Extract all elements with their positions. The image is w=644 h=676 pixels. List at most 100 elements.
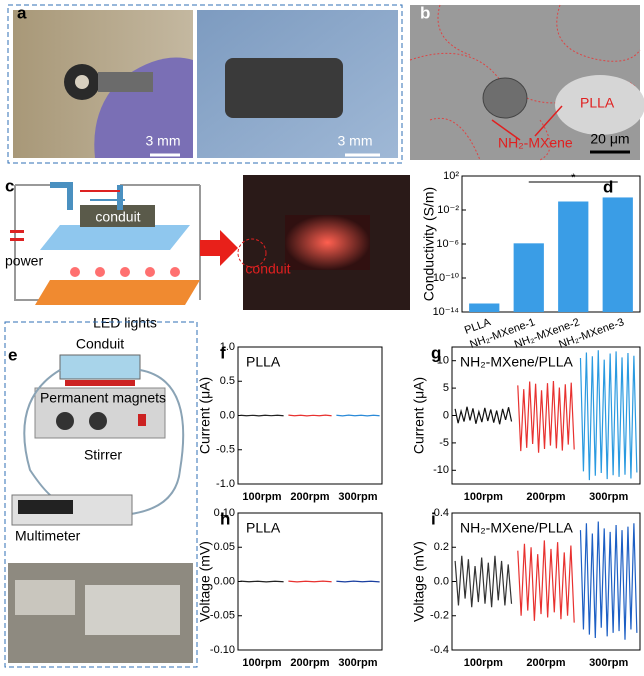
conduit: [225, 58, 343, 118]
bar: [513, 243, 544, 312]
x-tick-label: 200rpm: [526, 657, 565, 669]
signal-line: [288, 414, 332, 417]
magnet: [65, 380, 135, 386]
device: [85, 585, 180, 635]
panel-label: a: [17, 3, 27, 22]
signal-line: [579, 350, 638, 481]
inner-title: PLLA: [246, 520, 281, 536]
panel-frame: [7, 4, 403, 164]
y-tick-label: -0.4: [430, 644, 449, 656]
y-tick-label: 5: [443, 382, 449, 394]
x-tick-label: 300rpm: [338, 657, 377, 669]
knob: [56, 412, 74, 430]
x-tick-label: 300rpm: [338, 491, 377, 503]
switch: [138, 414, 146, 426]
display: [18, 500, 73, 514]
label: conduit: [95, 209, 140, 225]
label: Conduit: [76, 336, 124, 352]
signal-line: [240, 580, 284, 583]
y-tick-label: 0.0: [220, 409, 235, 421]
y-tick-label: 10⁻¹⁴: [433, 306, 460, 318]
arrow: [534, 105, 563, 137]
panel-label: c: [5, 176, 14, 195]
y-tick-label: -0.5: [216, 444, 235, 456]
inner-title: NH₂-MXene/PLLA: [460, 520, 573, 536]
device: [15, 580, 75, 615]
tweezer: [98, 72, 153, 92]
panel-label: e: [8, 345, 17, 364]
y-tick-label: 0.4: [434, 507, 449, 519]
x-tick-label: 300rpm: [589, 657, 628, 669]
bar: [469, 303, 500, 312]
leds: [70, 267, 180, 277]
conduit-lumen: [75, 75, 89, 89]
y-axis-label: Voltage (mV): [411, 541, 427, 622]
annotation: *: [571, 172, 576, 184]
inner-title: PLLA: [246, 354, 281, 370]
arrow: [200, 230, 238, 266]
boundary: [429, 4, 641, 161]
label: NH₂-MXene: [498, 135, 573, 151]
label: Multimeter: [15, 528, 81, 544]
signal-line: [336, 580, 380, 583]
y-tick-label: 10: [437, 355, 449, 367]
x-tick-label: 100rpm: [242, 491, 281, 503]
y-tick-label: 0.05: [214, 541, 235, 553]
x-tick-label: 100rpm: [464, 657, 503, 669]
label: PLLA: [580, 95, 615, 111]
conduit: [80, 205, 155, 227]
conduit: [59, 354, 141, 380]
y-tick-label: -1.0: [216, 478, 235, 490]
y-tick-label: 0.10: [214, 507, 235, 519]
panel-frame: [4, 321, 198, 668]
electrode: [50, 182, 123, 210]
inner-title: NH₂-MXene/PLLA: [460, 354, 573, 370]
battery: [10, 230, 24, 233]
signal-line: [454, 406, 513, 425]
region: [555, 75, 644, 135]
label: conduit: [245, 261, 290, 277]
arrow: [491, 119, 521, 141]
label: LED lights: [93, 315, 157, 331]
y-tick-label: 10⁻⁶: [436, 238, 459, 250]
x-tick-label: 300rpm: [589, 491, 628, 503]
particle: [482, 77, 528, 119]
y-tick-label: 0.00: [214, 575, 235, 587]
led-board: [285, 215, 370, 270]
x-tick-label: 200rpm: [526, 491, 565, 503]
label: Stirrer: [84, 447, 122, 463]
highlight: [237, 238, 267, 268]
y-axis-label: Current (μA): [197, 377, 213, 454]
panel-label: i: [431, 509, 436, 528]
panel-label: h: [220, 509, 230, 528]
y-tick-label: -0.10: [210, 644, 235, 656]
battery: [10, 238, 24, 241]
signal-line: [517, 540, 575, 623]
y-axis-label: Voltage (mV): [197, 541, 213, 622]
panel-label: d: [603, 177, 613, 196]
y-tick-label: 0.2: [434, 541, 449, 553]
x-tick-label: 100rpm: [242, 657, 281, 669]
y-tick-label: 0: [443, 409, 449, 421]
bar: [558, 201, 589, 312]
y-tick-label: 1.0: [220, 341, 235, 353]
scale-label: 3 mm: [338, 133, 373, 149]
x-tick-label: 100rpm: [464, 491, 503, 503]
knob: [89, 412, 107, 430]
y-tick-label: -0.2: [430, 610, 449, 622]
y-tick-label: 0.0: [434, 575, 449, 587]
signal-line: [336, 414, 380, 417]
y-tick-label: 10⁻¹⁰: [433, 272, 460, 284]
y-tick-label: 10⁻²: [437, 204, 459, 216]
y-tick-label: -10: [433, 464, 449, 476]
signal-line: [517, 380, 575, 453]
board: [35, 280, 200, 305]
panel-label: g: [431, 343, 441, 362]
label: Permanent magnets: [40, 390, 166, 406]
platform: [40, 225, 190, 250]
signal-line: [579, 521, 638, 640]
y-tick-label: -0.05: [210, 610, 235, 622]
x-tick-label: 200rpm: [290, 491, 329, 503]
signal-line: [240, 414, 284, 417]
